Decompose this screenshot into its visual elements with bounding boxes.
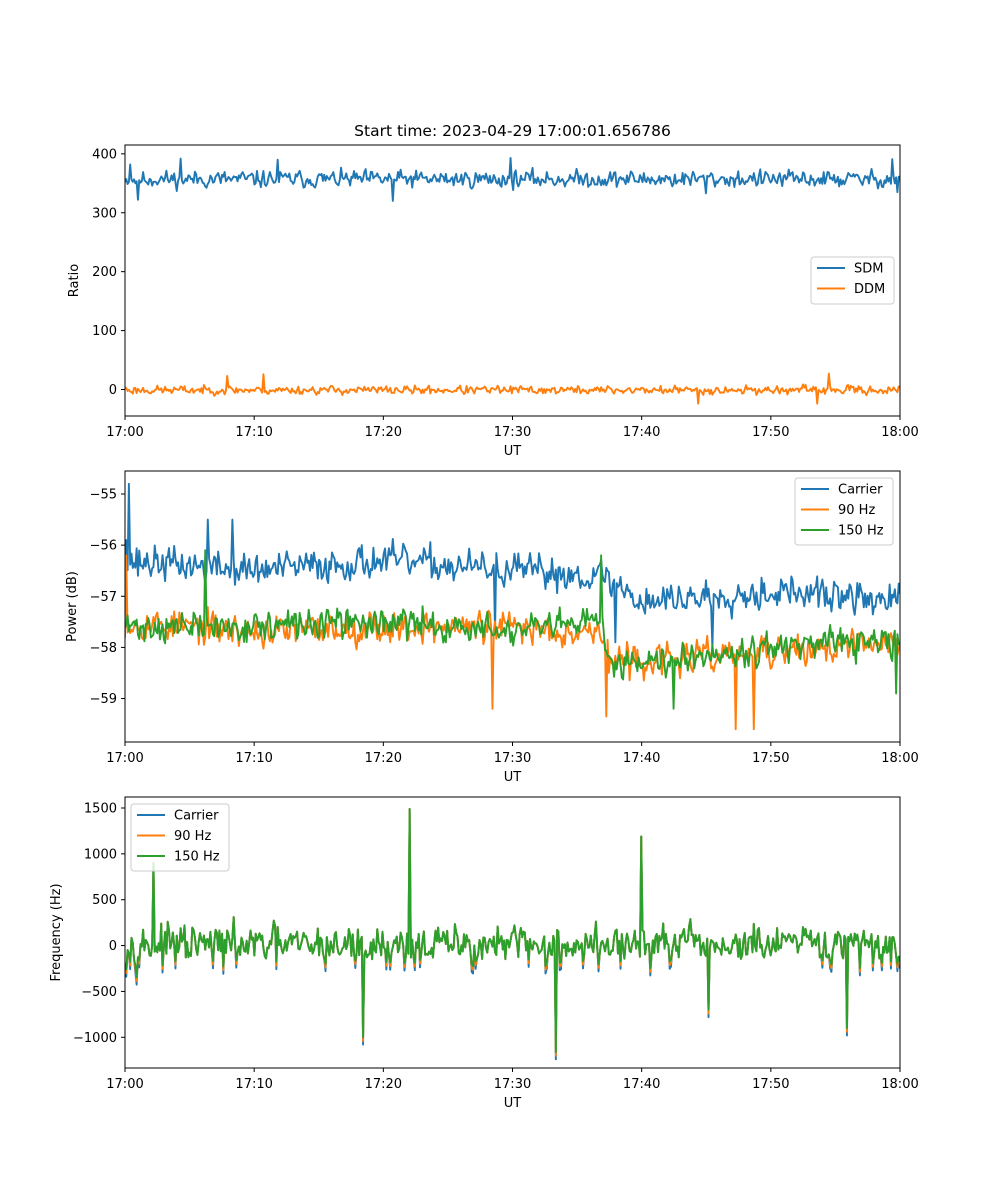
x-tick-label: 17:50	[752, 751, 789, 766]
legend-label: 150 Hz	[838, 524, 884, 539]
y-axis-label: Ratio	[67, 264, 82, 297]
x-tick-label: 17:50	[752, 1077, 789, 1092]
series-line-ddm	[125, 372, 900, 405]
x-tick-label: 18:00	[881, 425, 918, 440]
x-tick-label: 17:00	[106, 1077, 143, 1092]
x-tick-label: 17:10	[235, 425, 272, 440]
legend-box	[794, 477, 894, 546]
y-tick-label: −59	[90, 692, 117, 707]
panel-1: 17:00 17:10 17:20 17:30 17:40 17:50 18:00 0 100 2…	[67, 144, 919, 459]
x-tick-label: 17:10	[235, 751, 272, 766]
figure-title: Start time: 2023-04-29 17:00:01.656786	[354, 122, 671, 140]
x-tick-label: 17:50	[752, 425, 789, 440]
series-line-sdm	[125, 157, 900, 202]
legend-label: 90 Hz	[838, 503, 875, 518]
y-axis-label: Power (dB)	[65, 571, 80, 642]
y-axis-label: Frequency (Hz)	[49, 883, 64, 981]
series-line-90-hz	[125, 554, 900, 731]
x-tick-label: 17:20	[365, 751, 402, 766]
x-tick-label: 17:00	[106, 751, 143, 766]
series-line-carrier	[125, 482, 900, 649]
legend-label: 90 Hz	[174, 829, 211, 844]
x-tick-label: 17:40	[623, 1077, 660, 1092]
y-tick-label: 0	[109, 939, 117, 954]
y-tick-label: 1500	[84, 802, 117, 817]
y-tick-label: 300	[92, 206, 117, 221]
y-tick-label: −55	[90, 488, 117, 503]
x-tick-label: 18:00	[881, 1077, 918, 1092]
panels: 17:00 17:10 17:20 17:30 17:40 17:50 18:00 0 100 2…	[49, 144, 919, 1111]
x-tick-label: 17:10	[235, 1077, 272, 1092]
y-tick-label: 200	[92, 265, 117, 280]
legend: Carrier 90 Hz 150 Hz	[794, 477, 894, 546]
panel-2: 17:00 17:10 17:20 17:30 17:40 17:50 18:00 −59 −5…	[65, 470, 919, 785]
y-tick-label: 100	[92, 324, 117, 339]
x-axis-label: UT	[504, 444, 522, 459]
x-tick-label: 17:30	[494, 751, 531, 766]
legend-label: DDM	[854, 282, 885, 297]
legend: SDM DDM	[810, 256, 895, 305]
x-tick-label: 17:30	[494, 425, 531, 440]
x-axis-label: UT	[504, 1096, 522, 1111]
panel-2-lines	[125, 482, 900, 731]
x-tick-label: 17:40	[623, 425, 660, 440]
y-tick-label: 500	[92, 893, 117, 908]
x-axis-label: UT	[504, 770, 522, 785]
y-tick-label: 400	[92, 147, 117, 162]
y-tick-label: −500	[81, 985, 117, 1000]
y-tick-label: −56	[90, 539, 117, 554]
legend-label: 150 Hz	[174, 850, 220, 865]
y-tick-label: 0	[109, 383, 117, 398]
legend-label: SDM	[854, 262, 883, 277]
legend-box	[130, 803, 230, 872]
x-tick-label: 17:00	[106, 425, 143, 440]
x-tick-label: 17:20	[365, 1077, 402, 1092]
legend-label: Carrier	[174, 809, 219, 824]
legend-label: Carrier	[838, 483, 883, 498]
x-tick-label: 17:30	[494, 1077, 531, 1092]
legend: Carrier 90 Hz 150 Hz	[130, 803, 230, 872]
y-tick-label: 1000	[84, 847, 117, 862]
panel-3: 17:00 17:10 17:20 17:30 17:40 17:50 18:00 −1000…	[49, 796, 919, 1111]
series-line-150-hz	[125, 807, 900, 1053]
panel-1-lines	[125, 157, 900, 405]
y-tick-label: −1000	[73, 1031, 117, 1046]
x-tick-label: 18:00	[881, 751, 918, 766]
panel-3-lines	[125, 807, 900, 1061]
y-tick-label: −57	[90, 590, 117, 605]
x-tick-label: 17:40	[623, 751, 660, 766]
y-tick-label: −58	[90, 641, 117, 656]
series-line-150-hz	[125, 549, 900, 710]
x-tick-label: 17:20	[365, 425, 402, 440]
